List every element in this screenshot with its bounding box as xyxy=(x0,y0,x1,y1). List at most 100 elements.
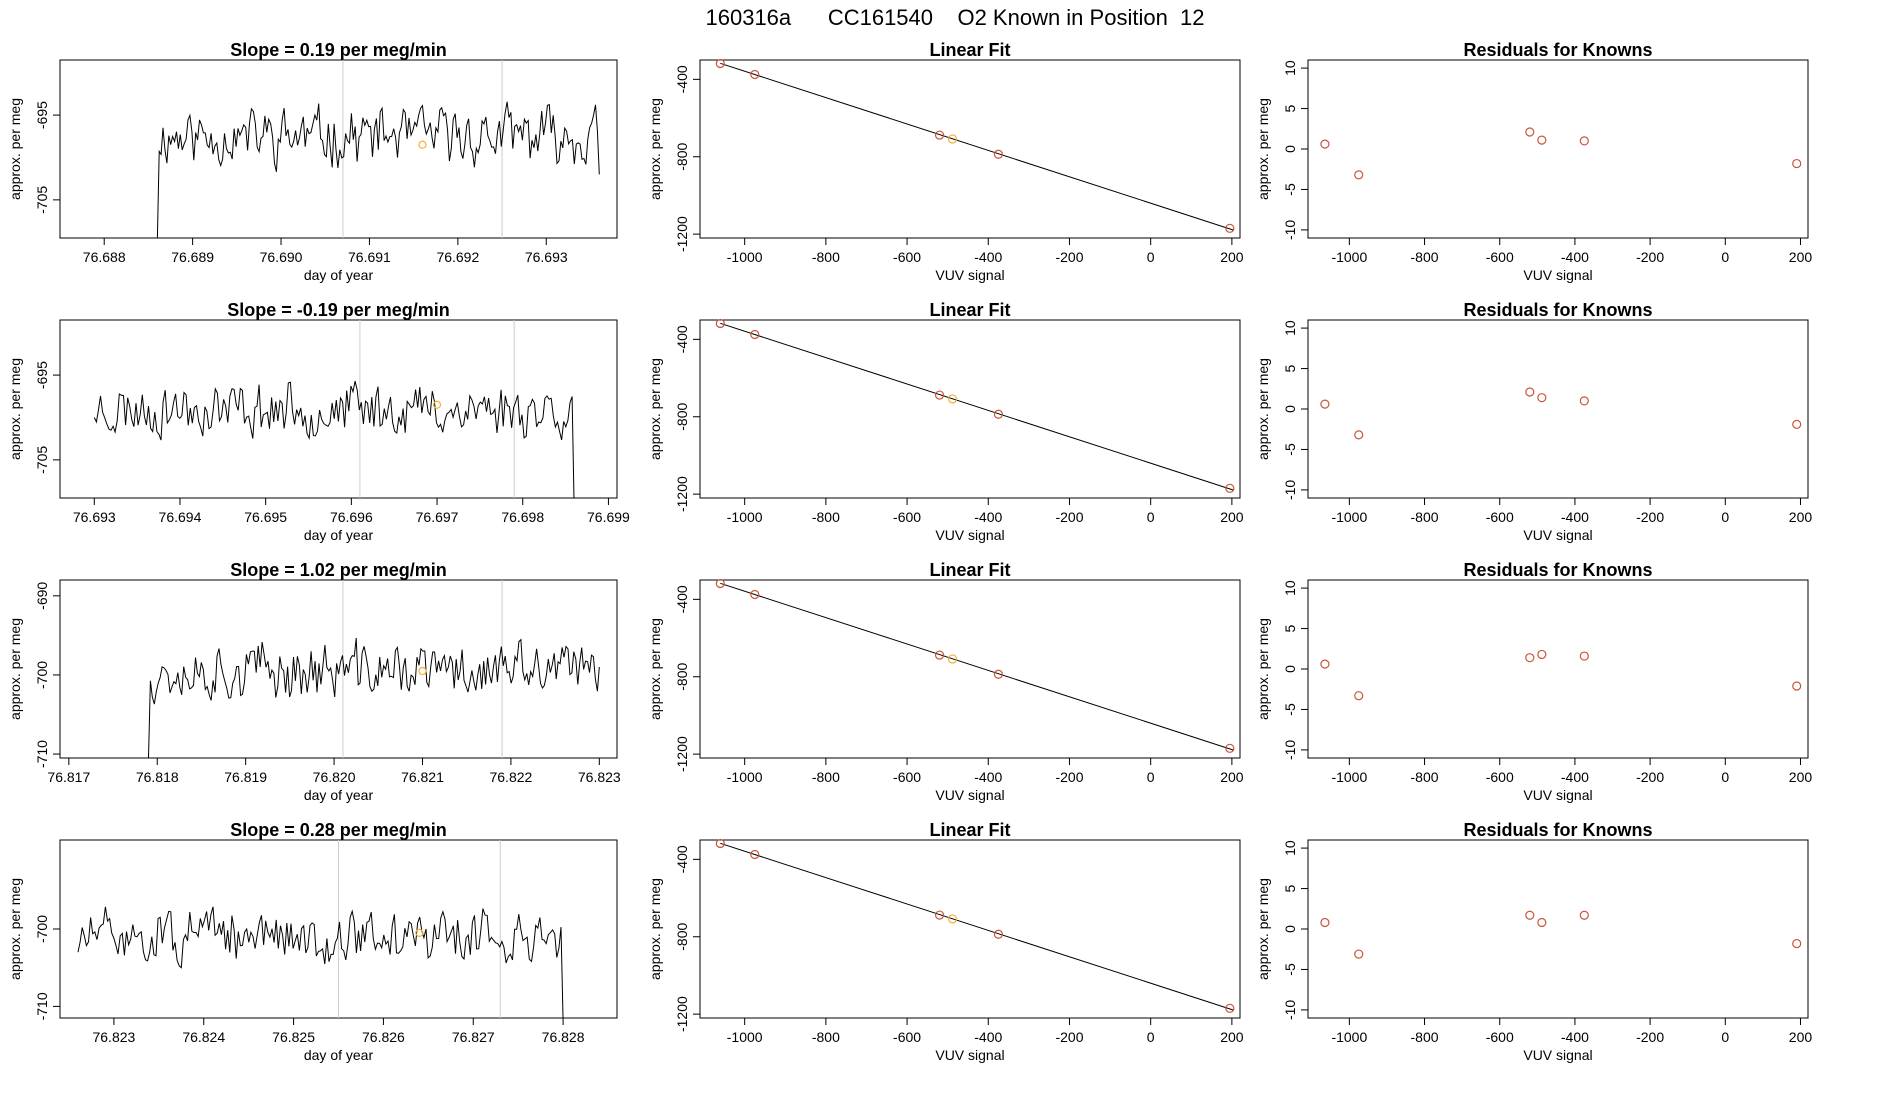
data-point xyxy=(750,69,760,80)
panel-1-2: Residuals for Knowns-1000 -800 -600 -400 -20… xyxy=(1255,300,1812,543)
figure-title: 160316a CC161540 O2 Known in Position 12 xyxy=(706,5,1205,30)
panel-3-1: Linear Fit -1000 -800 -600 -400 -200 0 200 -400 -… xyxy=(647,820,1244,1063)
panel-title: Slope = -0.19 per meg/min xyxy=(227,300,450,320)
x-tick-label: 76.826 xyxy=(362,1029,405,1045)
x-tick-label: -400 xyxy=(974,769,1002,785)
y-axis-label: approx. per meg xyxy=(7,618,23,720)
plot-frame xyxy=(1307,59,1809,239)
panel-1-1: Linear Fit -1000 -800 -600 -400 -200 0 200 -400 -… xyxy=(647,300,1244,543)
data-point xyxy=(1579,910,1589,920)
y-tick-label: -690 xyxy=(34,582,50,610)
data-point xyxy=(993,409,1004,419)
y-tick-label: -10 xyxy=(1282,220,1298,240)
fit-line xyxy=(720,582,1235,751)
x-tick-label: -600 xyxy=(893,509,921,525)
x-tick-label: 76.691 xyxy=(348,249,391,265)
plot-frame xyxy=(59,579,618,759)
y-tick-label: -1200 xyxy=(674,736,690,772)
data-point xyxy=(1354,430,1364,440)
fit-line xyxy=(720,322,1235,491)
x-tick-label: -800 xyxy=(1411,509,1439,525)
x-tick-label: 76.694 xyxy=(159,509,202,525)
x-tick-label: -600 xyxy=(1486,1029,1514,1045)
x-tick-label: -200 xyxy=(1636,769,1664,785)
x-tick-label: 0 xyxy=(1147,509,1155,525)
panel-0-2: Residuals for Knowns-1000 -800 -600 -400 -20… xyxy=(1255,40,1812,283)
x-tick-label: -1000 xyxy=(1331,249,1367,265)
highlight-point xyxy=(947,134,958,144)
x-tick-label: 0 xyxy=(1147,769,1155,785)
x-tick-label: 200 xyxy=(1220,1029,1244,1045)
data-point xyxy=(750,849,760,860)
y-tick-label: 10 xyxy=(1282,60,1298,76)
y-tick-label: -1200 xyxy=(674,996,690,1032)
y-tick-label: -695 xyxy=(34,101,50,129)
fit-line xyxy=(720,842,1235,1011)
highlight-point xyxy=(418,140,427,149)
x-tick-label: 200 xyxy=(1220,249,1244,265)
y-tick-label: -700 xyxy=(34,661,50,689)
x-tick-label: -400 xyxy=(1561,249,1589,265)
x-axis-label: VUV signal xyxy=(935,1047,1004,1063)
x-axis-label: VUV signal xyxy=(935,527,1004,543)
data-point xyxy=(750,329,760,340)
plot-frame xyxy=(59,59,618,239)
x-tick-label: -800 xyxy=(812,1029,840,1045)
y-tick-label: -10 xyxy=(1282,480,1298,500)
y-tick-label: 5 xyxy=(1282,104,1298,112)
y-tick-label: -400 xyxy=(674,585,690,613)
x-tick-label: 200 xyxy=(1220,509,1244,525)
panel-title: Residuals for Knowns xyxy=(1463,560,1652,580)
x-tick-label: -200 xyxy=(1055,769,1083,785)
y-tick-label: 0 xyxy=(1282,665,1298,673)
y-axis-label: approx. per meg xyxy=(1255,618,1271,720)
x-tick-label: -800 xyxy=(1411,249,1439,265)
data-point xyxy=(934,650,945,660)
x-tick-label: -1000 xyxy=(1331,769,1367,785)
data-point xyxy=(993,669,1004,679)
x-tick-label: 76.817 xyxy=(47,769,90,785)
y-axis-label: approx. per meg xyxy=(1255,878,1271,980)
y-tick-label: -5 xyxy=(1282,183,1298,196)
series-line xyxy=(77,906,564,1018)
y-tick-label: -700 xyxy=(34,915,50,943)
y-axis-label: approx. per meg xyxy=(647,618,663,720)
y-tick-label: -800 xyxy=(674,143,690,171)
panel-title: Slope = 0.28 per meg/min xyxy=(230,820,447,840)
x-tick-label: 76.823 xyxy=(578,769,621,785)
x-tick-label: -1000 xyxy=(727,1029,763,1045)
x-tick-label: 76.828 xyxy=(542,1029,585,1045)
x-tick-label: 200 xyxy=(1789,769,1813,785)
y-tick-label: 0 xyxy=(1282,925,1298,933)
panel-0-1: Linear Fit -1000 -800 -600 -400 -200 0 200 -400 -… xyxy=(647,40,1244,283)
y-axis-label: approx. per meg xyxy=(7,358,23,460)
data-point xyxy=(1525,127,1535,137)
y-tick-label: 10 xyxy=(1282,320,1298,336)
x-tick-label: -800 xyxy=(812,249,840,265)
panel-2-1: Linear Fit -1000 -800 -600 -400 -200 0 200 -400 -… xyxy=(647,560,1244,803)
x-tick-label: -1000 xyxy=(1331,509,1367,525)
data-point xyxy=(1354,170,1364,180)
x-tick-label: 76.699 xyxy=(587,509,630,525)
panel-title: Linear Fit xyxy=(929,820,1010,840)
highlight-point xyxy=(947,394,958,404)
y-tick-label: -800 xyxy=(674,403,690,431)
x-tick-label: -600 xyxy=(1486,769,1514,785)
y-tick-label: -5 xyxy=(1282,703,1298,716)
x-tick-label: -600 xyxy=(1486,509,1514,525)
x-axis-label: day of year xyxy=(304,527,374,543)
y-tick-label: -710 xyxy=(34,992,50,1020)
x-axis-label: VUV signal xyxy=(1523,1047,1592,1063)
data-point xyxy=(1320,659,1330,669)
x-tick-label: 76.696 xyxy=(330,509,373,525)
series-line xyxy=(93,380,575,498)
x-tick-label: -600 xyxy=(1486,249,1514,265)
data-point xyxy=(1354,949,1364,959)
x-tick-label: -200 xyxy=(1055,1029,1083,1045)
data-point xyxy=(715,838,725,849)
x-tick-label: 0 xyxy=(1721,509,1729,525)
data-point xyxy=(1525,387,1535,397)
x-tick-label: 76.818 xyxy=(136,769,179,785)
panel-title: Slope = 0.19 per meg/min xyxy=(230,40,447,60)
